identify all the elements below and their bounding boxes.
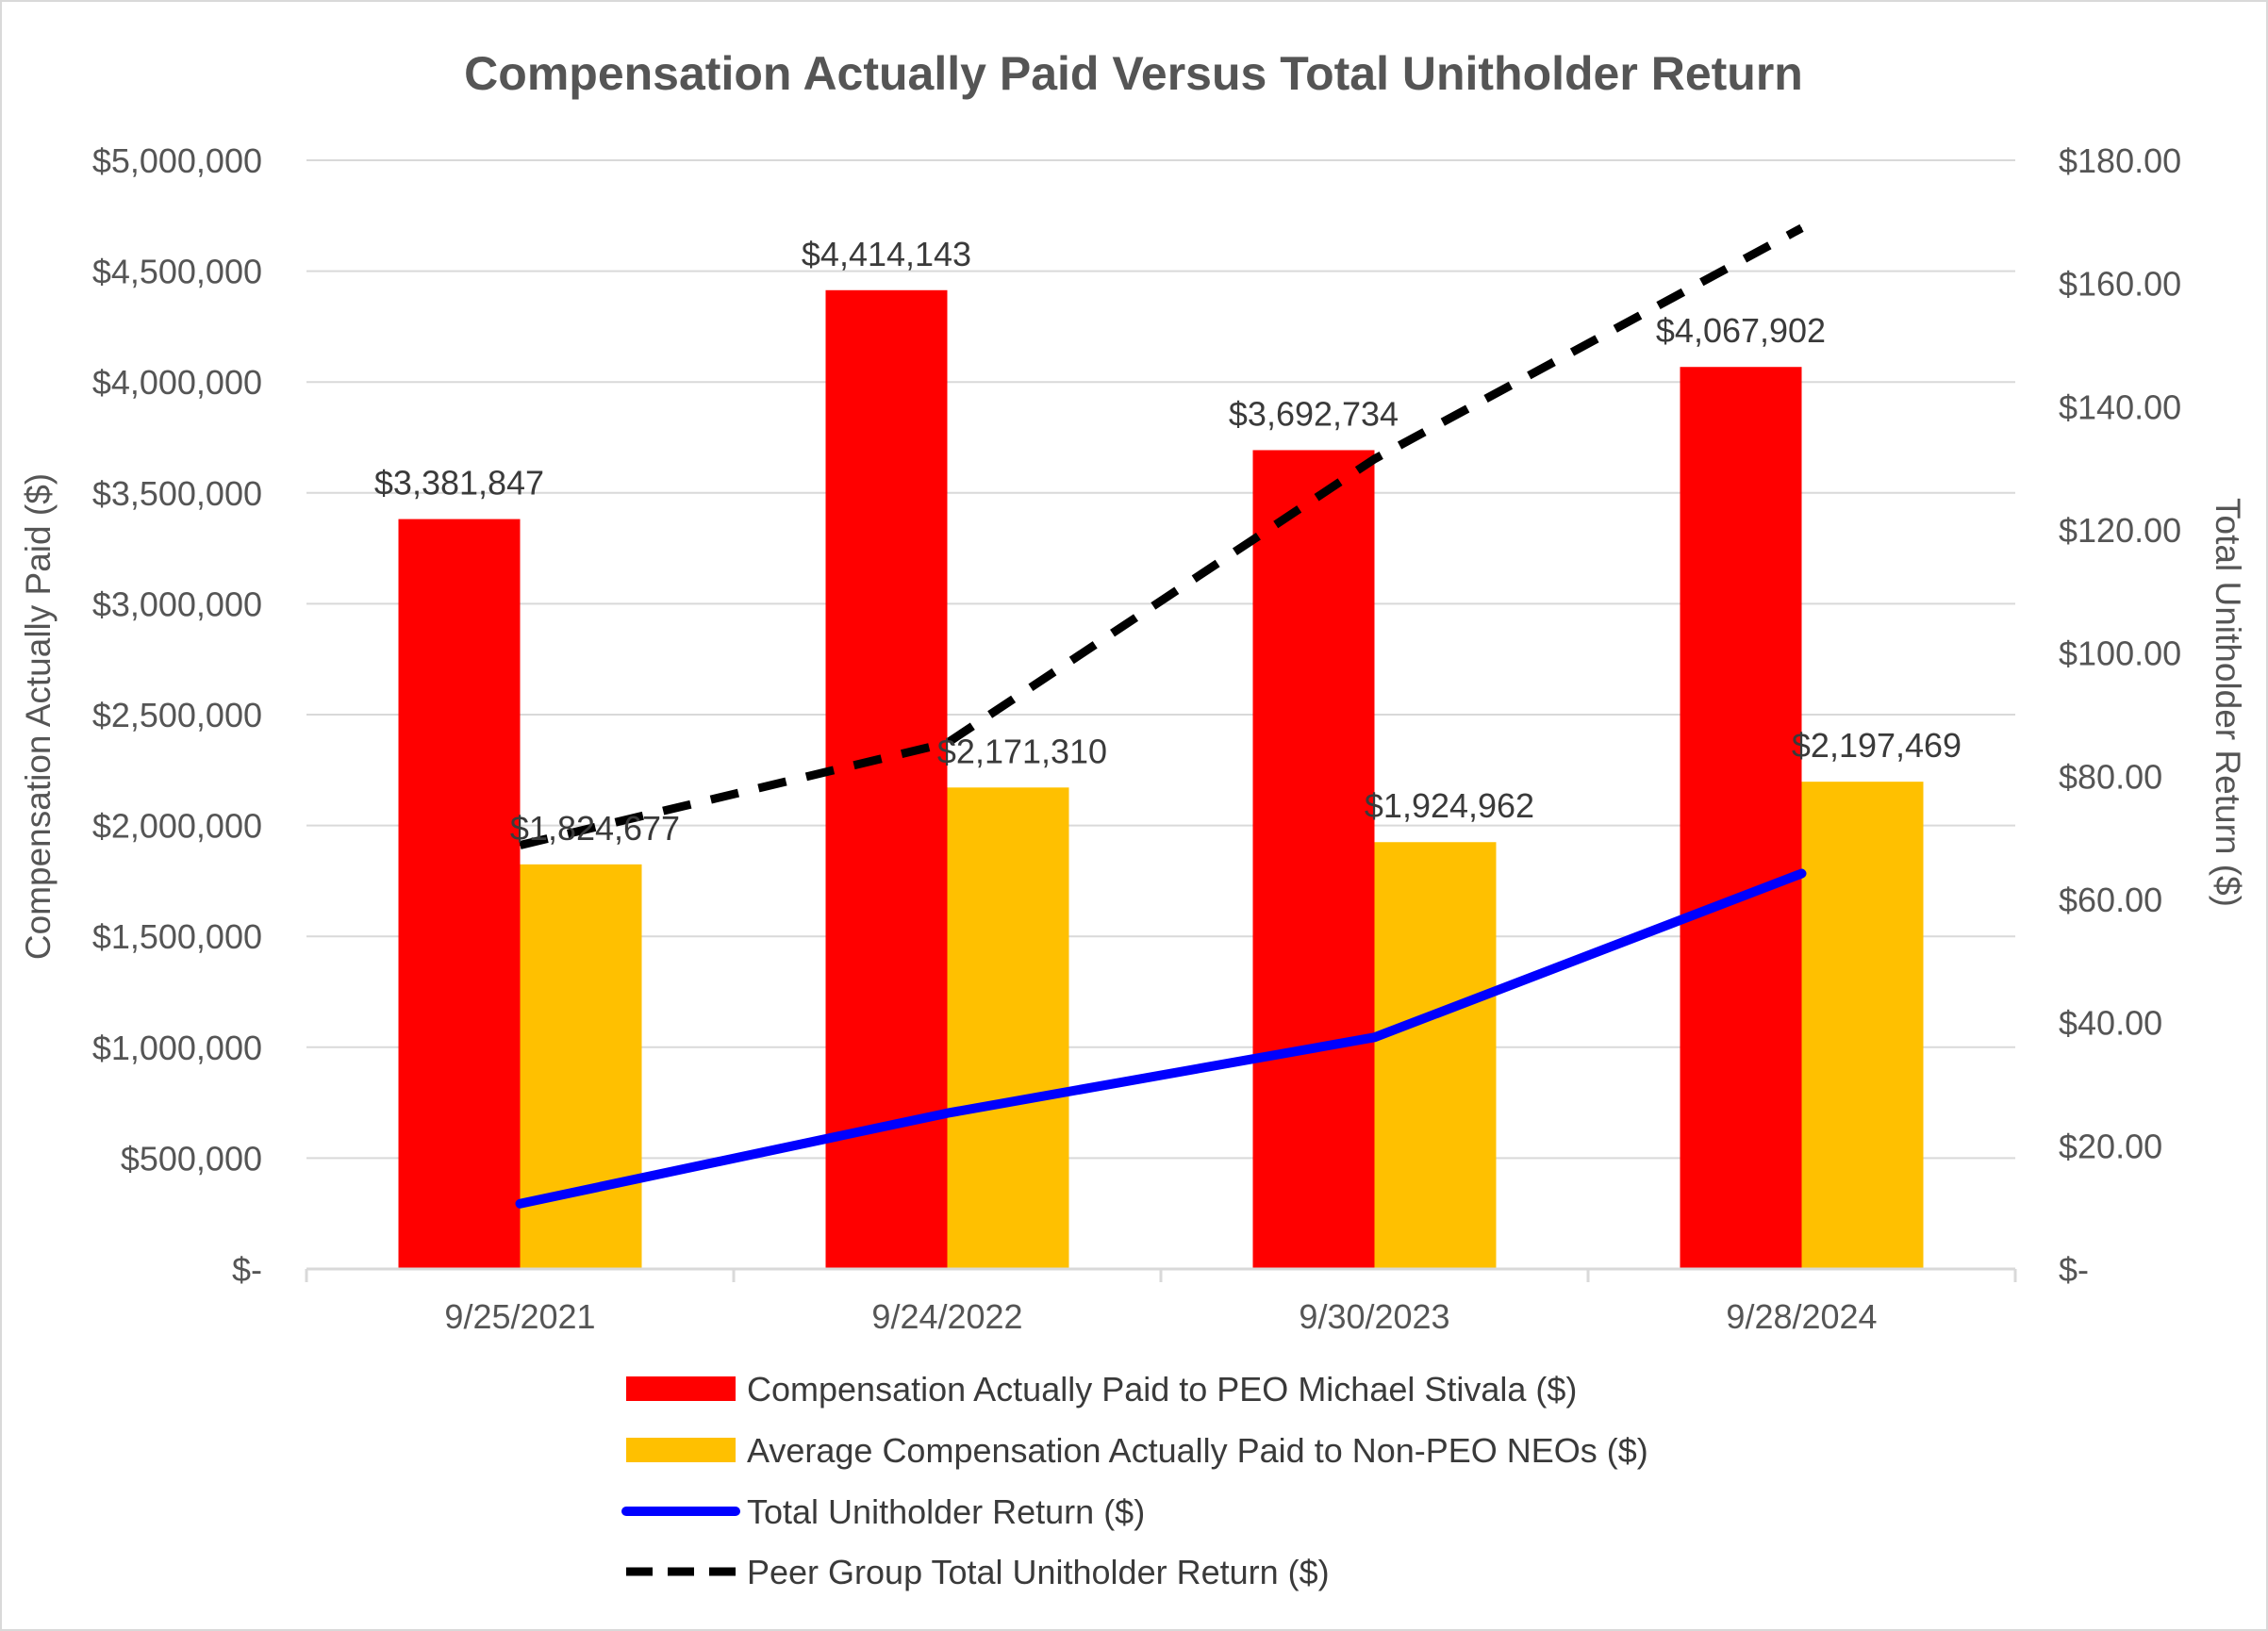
line-point	[520, 845, 521, 847]
x-tick-label: 9/30/2023	[1299, 1297, 1449, 1336]
y-tick-label: $3,500,000	[92, 474, 262, 513]
tsr-line	[515, 868, 1807, 1209]
bar-series-1	[1252, 450, 1375, 1269]
y-tick-label: $1,500,000	[92, 917, 262, 956]
y2-tick-label: $180.00	[2059, 141, 2181, 180]
bar-series-1	[398, 519, 521, 1269]
y-tick-label: $-	[232, 1250, 262, 1289]
y2-tick-label: $20.00	[2059, 1127, 2162, 1165]
y2-tick-label: $-	[2059, 1250, 2089, 1289]
y2-tick-label: $140.00	[2059, 387, 2181, 426]
y-tick-label: $1,000,000	[92, 1029, 262, 1067]
bar-data-label: $4,414,143	[802, 235, 971, 273]
y2-tick-label: $100.00	[2059, 634, 2181, 673]
line-point	[1801, 873, 1802, 875]
x-tick-label: 9/28/2024	[1726, 1297, 1877, 1336]
bar-series-2	[1374, 842, 1497, 1269]
y-tick-label: $4,500,000	[92, 253, 262, 291]
line-point	[947, 742, 948, 744]
y2-tick-label: $160.00	[2059, 265, 2181, 304]
bar-series-1	[1680, 367, 1802, 1269]
line-point	[1374, 1036, 1375, 1038]
line-point	[1801, 227, 1802, 229]
bar-data-label: $2,171,310	[937, 732, 1107, 770]
y-tick-label: $500,000	[121, 1139, 262, 1178]
legend-swatch	[626, 1376, 736, 1401]
bar-data-label: $1,924,962	[1365, 786, 1534, 825]
x-tick-label: 9/25/2021	[444, 1297, 595, 1336]
line-point	[947, 1112, 948, 1114]
bar-data-label: $4,067,902	[1656, 311, 1826, 350]
y2-tick-label: $60.00	[2059, 881, 2162, 919]
chart-title: Compensation Actually Paid Versus Total …	[464, 47, 1803, 100]
y-tick-label: $2,500,000	[92, 696, 262, 734]
y-axis-label: Compensation Actually Paid ($)	[19, 473, 58, 960]
bar-data-label: $2,197,469	[1792, 726, 1962, 765]
legend-swatch	[626, 1438, 736, 1462]
bar-data-label: $1,824,677	[510, 809, 680, 848]
bar-series-2	[1801, 782, 1924, 1269]
bar-series-1	[825, 289, 948, 1269]
legend-label: Total Unitholder Return ($)	[747, 1492, 1145, 1531]
y2-axis-label: Total Unitholder Return ($)	[2209, 498, 2247, 907]
legend-label: Average Compensation Actually Paid to No…	[747, 1431, 1648, 1470]
y2-tick-label: $40.00	[2059, 1004, 2162, 1043]
peer-tsr-line	[519, 223, 1804, 849]
bar-series-2	[520, 864, 642, 1269]
bar-data-label: $3,381,847	[374, 464, 544, 502]
bar-series-2	[947, 787, 1069, 1269]
legend-label: Compensation Actually Paid to PEO Michae…	[747, 1370, 1577, 1409]
legend-label: Peer Group Total Unitholder Return ($)	[747, 1553, 1330, 1591]
line-point	[520, 1203, 521, 1205]
y2-tick-label: $80.00	[2059, 757, 2162, 796]
x-tick-label: 9/24/2022	[871, 1297, 1022, 1336]
y-tick-label: $3,000,000	[92, 585, 262, 623]
line-point	[1374, 458, 1375, 460]
y-tick-label: $5,000,000	[92, 141, 262, 180]
bar-data-label: $3,692,734	[1229, 394, 1399, 433]
y2-tick-label: $120.00	[2059, 511, 2181, 550]
y-tick-label: $2,000,000	[92, 807, 262, 846]
y-tick-label: $4,000,000	[92, 363, 262, 402]
